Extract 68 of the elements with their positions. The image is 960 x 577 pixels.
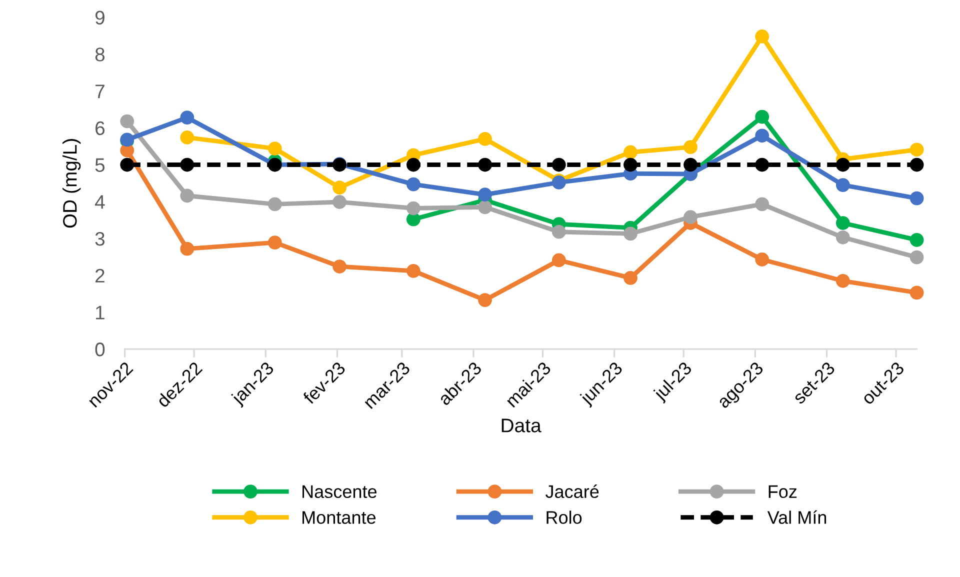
point [910, 250, 924, 264]
point [268, 197, 282, 212]
point [836, 230, 850, 244]
point [406, 212, 420, 226]
point [684, 140, 698, 154]
point [406, 177, 420, 192]
point [910, 158, 924, 172]
point [910, 191, 924, 206]
point [910, 142, 924, 157]
point [624, 145, 638, 160]
point [332, 195, 346, 209]
x-axis-title: Data [502, 418, 542, 432]
point [180, 110, 194, 125]
y-tick-label: 4 [94, 195, 105, 209]
point [478, 200, 492, 214]
point [552, 158, 566, 172]
y-tick-label: 6 [96, 121, 104, 136]
point [836, 216, 850, 230]
y-tick-label: 9 [95, 10, 104, 25]
point [268, 236, 282, 250]
point [755, 197, 770, 212]
point [755, 128, 770, 143]
point [332, 260, 346, 274]
point [552, 253, 566, 268]
point [180, 188, 194, 203]
legend-label: Val Mín [767, 510, 826, 524]
point [684, 210, 698, 224]
point [180, 130, 194, 144]
y-tick-label: 0 [95, 342, 105, 356]
y-tick-label: 8 [95, 48, 105, 62]
point [755, 252, 770, 266]
point [478, 293, 492, 307]
point [268, 142, 282, 156]
point [180, 158, 194, 172]
point [120, 158, 134, 172]
point [836, 178, 850, 192]
y-tick-label: 2 [96, 268, 104, 282]
y-tick-label: 7 [96, 84, 104, 98]
point [478, 188, 492, 202]
point [624, 270, 638, 285]
point [684, 158, 698, 172]
point [624, 226, 638, 241]
y-tick-label: 3 [95, 232, 104, 246]
point [406, 264, 420, 278]
point [478, 158, 492, 172]
legend-label: Nascente [302, 485, 377, 498]
point [552, 224, 566, 239]
point [120, 114, 134, 128]
legend-label: Rolo [546, 510, 582, 524]
y-tick-label: 5 [95, 158, 105, 172]
point [836, 274, 850, 288]
point [755, 158, 770, 172]
point [406, 158, 420, 172]
point [478, 132, 492, 146]
point [910, 286, 924, 300]
point [624, 158, 638, 172]
point [755, 110, 770, 124]
legend-label: Jacaré [546, 484, 599, 498]
point [180, 242, 194, 256]
point [755, 30, 770, 44]
y-tick-label: 1 [96, 306, 104, 320]
point [836, 158, 850, 172]
legend-label: Montante [302, 511, 376, 524]
legend-label: Foz [768, 485, 797, 498]
point [910, 233, 924, 247]
y-axis-title: OD (mg/L) [62, 139, 81, 228]
point [406, 201, 420, 216]
point [332, 180, 346, 195]
